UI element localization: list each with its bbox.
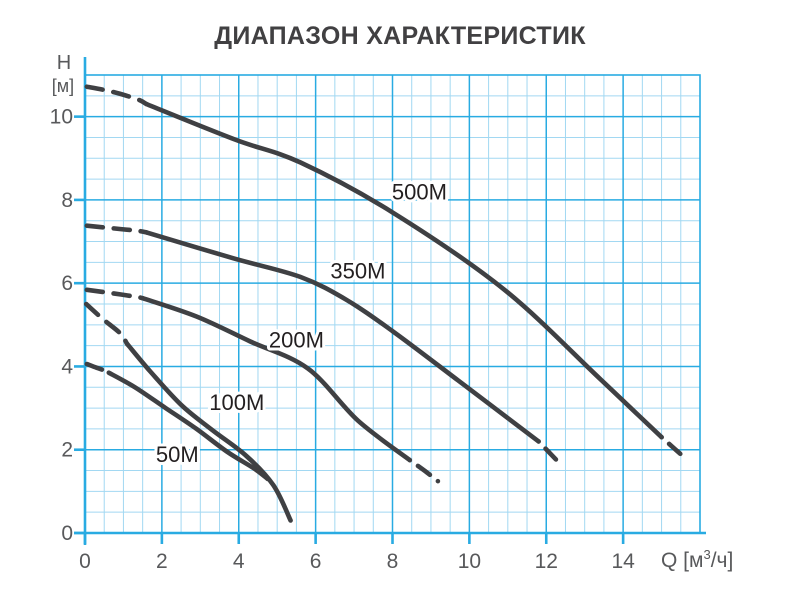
x-tick-label: 10 [458,550,481,573]
x-axis-label: Q [м3/ч] [661,547,733,573]
y-tick-label: 8 [61,189,73,212]
curve-350M-start-dash [84,223,149,235]
y-tick-label: 4 [61,355,73,378]
series-label-200M: 200M [269,327,324,352]
x-axis-label-suffix: /ч] [710,549,734,572]
curve-100M-start-dash [83,301,130,346]
x-axis-label-superscript: 3 [703,547,711,562]
curve-500M-start-dash [84,84,149,107]
y-tick-label: 6 [61,272,73,295]
x-tick-label: 8 [387,550,399,573]
series-label-50M: 50M [156,442,199,467]
series-label-100M: 100M [209,390,264,415]
x-axis-label-prefix: Q [м [661,549,704,572]
curve-200M-end-dash [407,457,447,489]
x-tick-label: 6 [310,550,322,573]
curve-100M [124,341,293,523]
x-tick-label: 14 [611,550,635,573]
curve-200M [140,295,413,463]
x-tick-label: 0 [79,550,91,573]
y-axis-label-h: H [56,52,72,74]
curve-50M [106,370,270,482]
y-tick-label: 2 [61,439,73,462]
curve-500M-end-dash [659,434,685,459]
series-label-350M: 350M [330,259,385,284]
curve-500M [144,101,664,440]
y-axis-label-unit: [м] [51,76,75,96]
y-tick-label: 0 [61,522,73,545]
curve-200M-start-dash [84,287,145,301]
y-tick-label: 10 [50,106,73,129]
x-tick-label: 2 [156,550,168,573]
series-label-500M: 500M [392,180,447,205]
curve-350M [144,230,541,444]
x-tick-label: 4 [233,550,245,573]
curve-50M-start-dash [84,361,112,375]
x-tick-label: 12 [535,550,558,573]
chart-title: ДИАПАЗОН ХАРАКТЕРИСТИК [214,22,586,50]
curve-350M-end-dash [536,439,561,464]
